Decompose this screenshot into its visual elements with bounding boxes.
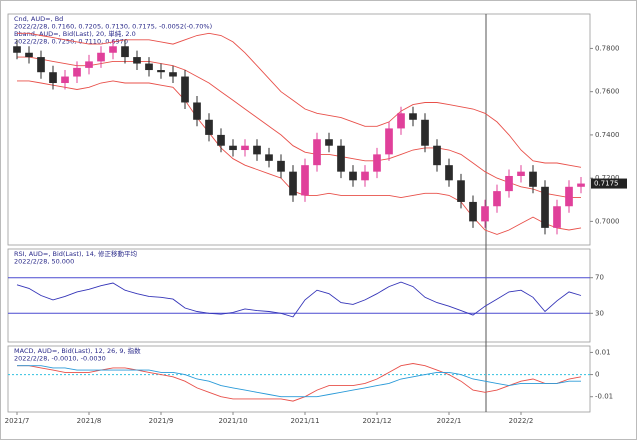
candle-body (445, 165, 453, 181)
candle-body (13, 46, 21, 53)
candle-body (313, 139, 321, 166)
candle-body (265, 154, 273, 161)
indicator-info: Cnd, AUD=, Bd (14, 15, 63, 23)
last-price-label: 0.7175 (594, 180, 619, 188)
candle-body (349, 171, 357, 181)
candle-body (385, 128, 393, 155)
candle-body (145, 63, 153, 71)
last-price-tag (591, 178, 627, 189)
macd-panel (7, 345, 591, 413)
y-tick-label: 0.7400 (595, 131, 620, 139)
candle-body (541, 186, 549, 228)
candle-body (205, 119, 213, 135)
series-line (17, 32, 582, 168)
indicator-info: Bband, AUD=, Bid(Last), 20, 単純, 2.0 (14, 29, 136, 38)
candle-body (109, 46, 117, 53)
x-tick-label: 2021/12 (362, 417, 391, 425)
indicator-info: 2022/2/28, 0.7250, 0.7110, 0.6970 (14, 38, 128, 46)
candle-body (373, 154, 381, 172)
candle-body (181, 76, 189, 103)
series-line (17, 56, 581, 199)
x-tick-label: 2021/8 (77, 417, 102, 425)
candle-body (37, 57, 45, 73)
candle-body (229, 145, 237, 151)
x-tick-label: 2021/10 (218, 417, 247, 425)
candle-body (361, 171, 369, 181)
candle-body (61, 76, 69, 84)
candle-body (85, 61, 93, 68)
candle-body (325, 139, 333, 146)
y-tick-label: 30 (595, 309, 604, 317)
candle-body (289, 171, 297, 196)
candle-body (421, 119, 429, 146)
x-tick-label: 2021/7 (5, 417, 30, 425)
candle-body (517, 171, 525, 176)
candle-body (553, 206, 561, 228)
candle-body (49, 72, 57, 84)
indicator-info: MACD, AUD=, Bid(Last), 12, 26, 9, 指数 (14, 346, 141, 355)
x-tick-label: 2021/9 (149, 417, 174, 425)
y-tick-label: 0.7800 (595, 44, 620, 52)
candle-body (577, 183, 585, 187)
candle-body (169, 72, 177, 77)
candle-body (133, 57, 141, 64)
y-tick-label: 0.7200 (595, 174, 620, 182)
candle-body (157, 70, 165, 73)
candle-body (121, 46, 129, 58)
y-tick-label: 70 (595, 274, 604, 282)
price-panel (7, 13, 591, 246)
candle-body (469, 201, 477, 222)
candle-body (241, 145, 249, 151)
candle-body (565, 186, 573, 207)
candle-body (337, 145, 345, 172)
indicator-info: 2022/2/28, 0.7160, 0.7205, 0.7130, 0.717… (14, 23, 212, 31)
series-line (17, 363, 582, 402)
rsi-panel (7, 248, 591, 343)
candle-body (505, 175, 513, 192)
y-tick-label: -0.01 (595, 393, 613, 401)
x-tick-label: 2022/2 (509, 417, 534, 425)
candle-body (25, 52, 33, 58)
indicator-info: 2022/2/28, 50.000 (14, 258, 74, 266)
x-tick-label: 2022/1 (437, 417, 462, 425)
candle-body (397, 113, 405, 129)
candle-body (409, 113, 417, 120)
candle-body (193, 102, 201, 120)
candle-body (73, 67, 81, 77)
candle-body (493, 191, 501, 207)
candle-body (481, 206, 489, 222)
indicator-info: RSI, AUD=, Bid(Last), 14, 修正移動平均 (14, 249, 138, 258)
candle-body (529, 171, 537, 187)
y-tick-label: 0.01 (595, 348, 611, 356)
series-line (16, 281, 582, 318)
candle-body (277, 160, 285, 172)
y-tick-label: 0 (595, 371, 599, 379)
y-tick-label: 0.7600 (595, 88, 620, 96)
candle-body (217, 134, 225, 146)
candle-body (97, 52, 105, 62)
x-tick-label: 2021/11 (290, 417, 319, 425)
indicator-info: 2022/2/28, -0.0010, -0.0030 (14, 355, 106, 363)
series-line (17, 80, 582, 235)
candle-body (433, 145, 441, 166)
y-tick-label: 0.7000 (595, 217, 620, 225)
candle-body (301, 165, 309, 196)
series-line (17, 365, 581, 398)
candle-body (457, 180, 465, 202)
candle-body (253, 145, 261, 155)
